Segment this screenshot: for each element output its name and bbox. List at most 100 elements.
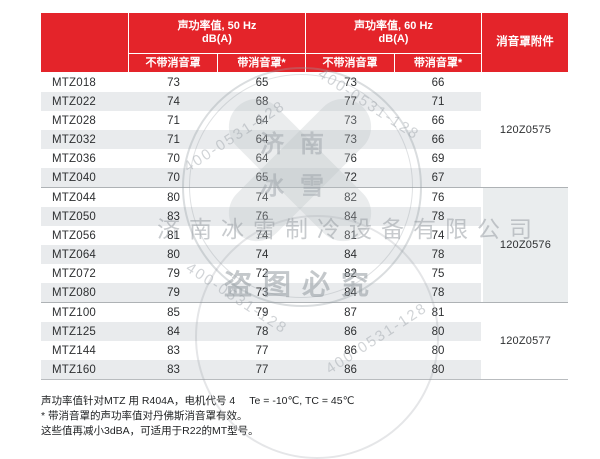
model-cell: MTZ144 <box>52 344 97 357</box>
model-cell: MTZ100 <box>52 306 97 319</box>
value-cell-50hz-without: 85 <box>167 306 180 319</box>
value-cell-50hz-without: 74 <box>167 95 180 108</box>
value-cell-60hz-with: 66 <box>431 114 445 127</box>
value-cell-60hz-with: 80 <box>431 363 445 376</box>
model-cell: MTZ044 <box>52 191 97 204</box>
value-cell-50hz-with: 74 <box>255 191 269 204</box>
value-cell-60hz-without: 73 <box>344 114 357 127</box>
attachment-code-cell: 120Z0576 <box>483 188 568 302</box>
header-attachment: 消音罩附件 <box>482 13 568 72</box>
value-cell-50hz-with: 76 <box>255 210 269 223</box>
value-cell-60hz-without: 82 <box>344 267 357 280</box>
value-cell-50hz-with: 73 <box>255 286 269 299</box>
value-cell-50hz-without: 70 <box>167 152 180 165</box>
header-50hz: 声功率值, 50 Hz dB(A) <box>129 13 305 53</box>
value-cell-60hz-with: 66 <box>431 76 445 89</box>
value-cell-50hz-with: 79 <box>255 306 269 319</box>
value-cell-60hz-with: 69 <box>431 152 445 165</box>
value-cell-50hz-without: 71 <box>167 133 180 146</box>
model-column-header <box>41 13 128 72</box>
value-cell-50hz-with: 78 <box>255 325 269 338</box>
header-60hz: 声功率值, 60 Hz dB(A) <box>306 13 481 53</box>
footnote-line1-main: 声功率值针对MTZ 用 R404A，电机代号 4 <box>41 395 236 407</box>
footnotes: 声功率值针对MTZ 用 R404A，电机代号 4 Te = -10℃, TC = … <box>41 394 354 439</box>
table-row: MTZ044 80 74 82 76 <box>41 188 481 207</box>
value-cell-60hz-with: 71 <box>431 95 445 108</box>
value-cell-50hz-without: 80 <box>167 191 180 204</box>
table-row: MTZ040 70 65 72 67 <box>41 168 481 187</box>
footnote-conditions: Te = -10℃, TC = 45℃ <box>249 395 355 407</box>
table-groups: MTZ018 73 65 73 66 MTZ022 74 68 77 71 MTZ028 71 64 73… <box>41 73 568 380</box>
model-cell: MTZ028 <box>52 114 97 127</box>
table-row: MTZ018 73 65 73 66 <box>41 73 481 92</box>
value-cell-50hz-with: 64 <box>255 114 269 127</box>
subheader-50hz-with-hood: 带消音罩* <box>218 54 305 72</box>
model-cell: MTZ160 <box>52 363 97 376</box>
model-cell: MTZ018 <box>52 76 97 89</box>
table-row: MTZ050 83 76 84 78 <box>41 207 481 226</box>
model-cell: MTZ040 <box>52 171 97 184</box>
value-cell-50hz-with: 72 <box>255 267 269 280</box>
model-cell: MTZ036 <box>52 152 97 165</box>
table-row: MTZ032 71 64 73 66 <box>41 130 481 149</box>
value-cell-50hz-with: 64 <box>255 133 269 146</box>
value-cell-50hz-with: 65 <box>255 76 269 89</box>
model-cell: MTZ050 <box>52 210 97 223</box>
value-cell-60hz-without: 77 <box>344 95 357 108</box>
table-row: MTZ080 79 73 84 78 <box>41 283 481 302</box>
group-rows: MTZ044 80 74 82 76 MTZ050 83 76 84 78 MTZ056 81 74 81… <box>41 188 481 302</box>
value-cell-50hz-with: 77 <box>255 344 269 357</box>
value-cell-60hz-without: 72 <box>344 171 357 184</box>
value-cell-60hz-with: 78 <box>431 248 445 261</box>
table-row: MTZ064 80 74 84 78 <box>41 245 481 264</box>
value-cell-50hz-with: 74 <box>255 248 269 261</box>
model-cell: MTZ064 <box>52 248 97 261</box>
table-row: MTZ100 85 79 87 81 <box>41 303 481 322</box>
value-cell-50hz-without: 79 <box>167 267 180 280</box>
value-cell-60hz-without: 82 <box>344 191 357 204</box>
model-cell: MTZ125 <box>52 325 97 338</box>
header-60hz-unit: dB(A) <box>378 33 409 45</box>
table-row: MTZ072 79 72 82 75 <box>41 264 481 283</box>
value-cell-60hz-without: 84 <box>344 210 357 223</box>
value-cell-60hz-without: 73 <box>344 133 357 146</box>
value-cell-60hz-without: 86 <box>344 363 357 376</box>
header-60hz-title: 声功率值, 60 Hz <box>354 20 433 32</box>
value-cell-50hz-without: 80 <box>167 248 180 261</box>
footnote-line3: 这些值再减小3dBA，可适用于R22的MT型号。 <box>41 425 259 437</box>
value-cell-60hz-with: 74 <box>431 229 445 242</box>
value-cell-60hz-with: 75 <box>431 267 445 280</box>
value-cell-50hz-without: 83 <box>167 363 180 376</box>
table-row: MTZ160 83 77 86 80 <box>41 360 481 379</box>
value-cell-60hz-without: 84 <box>344 248 357 261</box>
value-cell-50hz-without: 70 <box>167 171 180 184</box>
subheader-60hz-without-hood: 不带消音罩 <box>306 54 394 72</box>
value-cell-60hz-with: 81 <box>431 306 445 319</box>
sound-power-table: 声功率值, 50 Hz dB(A) 声功率值, 60 Hz dB(A) 消音罩附… <box>41 13 568 380</box>
table-header: 声功率值, 50 Hz dB(A) 声功率值, 60 Hz dB(A) 消音罩附… <box>41 13 568 73</box>
subheader-60hz-with-hood: 带消音罩* <box>395 54 481 72</box>
table-row: MTZ056 81 74 81 74 <box>41 226 481 245</box>
value-cell-50hz-with: 64 <box>255 152 269 165</box>
value-cell-60hz-with: 67 <box>431 171 445 184</box>
value-cell-60hz-with: 80 <box>431 325 445 338</box>
value-cell-50hz-without: 71 <box>167 114 180 127</box>
model-cell: MTZ056 <box>52 229 97 242</box>
value-cell-60hz-without: 86 <box>344 325 357 338</box>
table-row: MTZ022 74 68 77 71 <box>41 92 481 111</box>
value-cell-50hz-with: 68 <box>255 95 269 108</box>
value-cell-60hz-with: 78 <box>431 210 445 223</box>
table-row: MTZ036 70 64 76 69 <box>41 149 481 168</box>
model-group: MTZ100 85 79 87 81 MTZ125 84 78 86 80 MTZ144 83 77 86… <box>41 302 568 379</box>
value-cell-50hz-without: 73 <box>167 76 180 89</box>
value-cell-60hz-without: 86 <box>344 344 357 357</box>
model-cell: MTZ072 <box>52 267 97 280</box>
value-cell-50hz-without: 79 <box>167 286 180 299</box>
header-50hz-title: 声功率值, 50 Hz <box>177 20 257 32</box>
header-50hz-unit: dB(A) <box>202 33 232 45</box>
value-cell-60hz-with: 78 <box>431 286 445 299</box>
value-cell-60hz-without: 87 <box>344 306 357 319</box>
group-rows: MTZ018 73 65 73 66 MTZ022 74 68 77 71 MTZ028 71 64 73… <box>41 73 481 187</box>
table-row: MTZ125 84 78 86 80 <box>41 322 481 341</box>
attachment-code-cell: 120Z0577 <box>499 335 552 347</box>
